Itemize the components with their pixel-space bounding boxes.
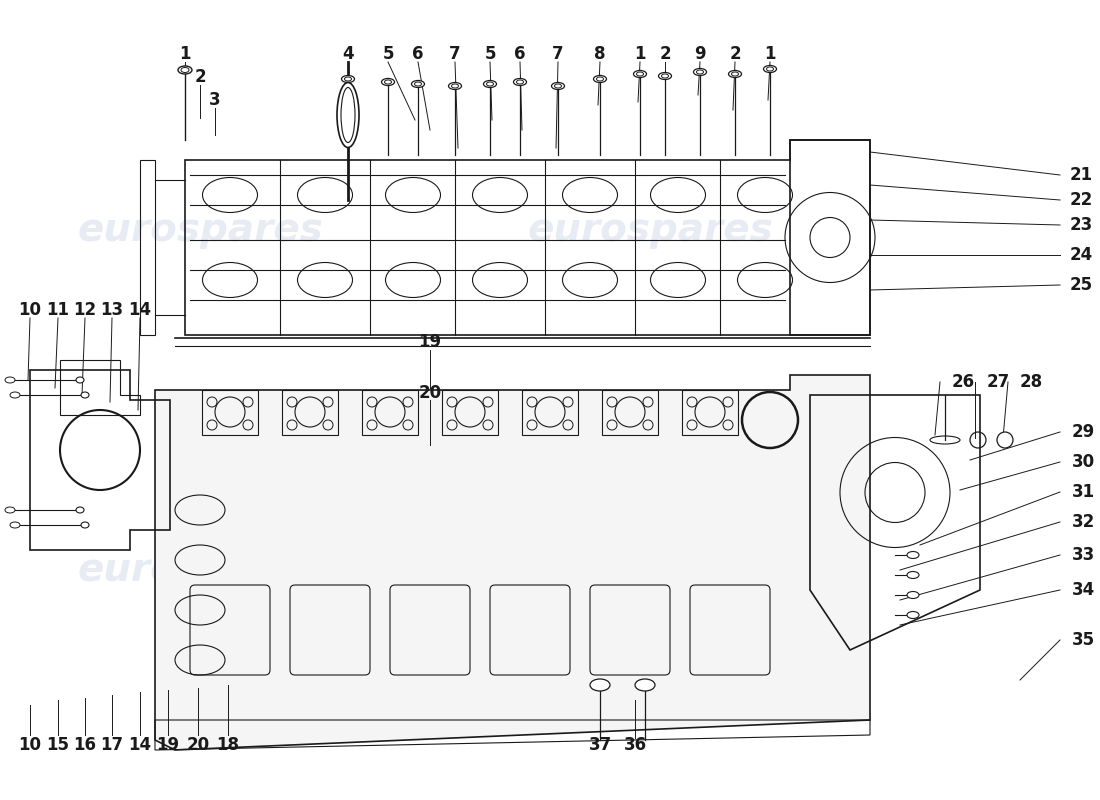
Text: 20: 20 — [186, 736, 210, 754]
Text: 1: 1 — [764, 45, 776, 63]
Text: 5: 5 — [383, 45, 394, 63]
Ellipse shape — [634, 70, 647, 78]
Ellipse shape — [590, 679, 610, 691]
Ellipse shape — [659, 73, 671, 79]
Ellipse shape — [411, 81, 425, 87]
Text: 29: 29 — [1072, 423, 1096, 441]
Text: 28: 28 — [1020, 373, 1043, 391]
Polygon shape — [155, 375, 870, 750]
Ellipse shape — [382, 78, 395, 86]
Text: 16: 16 — [74, 736, 97, 754]
Ellipse shape — [594, 75, 606, 82]
Text: eurospares: eurospares — [527, 551, 773, 589]
Text: 25: 25 — [1070, 276, 1093, 294]
Ellipse shape — [908, 611, 918, 618]
Text: 24: 24 — [1070, 246, 1093, 264]
Text: 13: 13 — [100, 301, 123, 319]
Ellipse shape — [514, 78, 527, 86]
Text: 21: 21 — [1070, 166, 1093, 184]
Ellipse shape — [635, 679, 654, 691]
Text: 35: 35 — [1072, 631, 1096, 649]
Text: 3: 3 — [209, 91, 221, 109]
Text: 6: 6 — [412, 45, 424, 63]
Text: 10: 10 — [19, 736, 42, 754]
Text: 14: 14 — [129, 301, 152, 319]
Ellipse shape — [908, 571, 918, 578]
Ellipse shape — [908, 551, 918, 558]
Ellipse shape — [341, 75, 354, 82]
Text: 19: 19 — [156, 736, 179, 754]
Ellipse shape — [484, 81, 496, 87]
Text: 20: 20 — [418, 384, 441, 402]
Text: eurospares: eurospares — [77, 551, 323, 589]
Ellipse shape — [551, 82, 564, 90]
Text: 12: 12 — [74, 301, 97, 319]
Ellipse shape — [449, 82, 462, 90]
Text: 6: 6 — [515, 45, 526, 63]
Text: 9: 9 — [694, 45, 706, 63]
Text: 1: 1 — [635, 45, 646, 63]
Text: 37: 37 — [588, 736, 612, 754]
Text: 17: 17 — [100, 736, 123, 754]
Text: 2: 2 — [195, 68, 206, 86]
Text: 36: 36 — [624, 736, 647, 754]
Text: 31: 31 — [1072, 483, 1096, 501]
Text: 4: 4 — [342, 45, 354, 63]
Ellipse shape — [76, 377, 84, 383]
Text: 7: 7 — [552, 45, 564, 63]
Text: 27: 27 — [987, 373, 1010, 391]
Ellipse shape — [81, 392, 89, 398]
Text: 23: 23 — [1070, 216, 1093, 234]
Text: 14: 14 — [129, 736, 152, 754]
Text: 33: 33 — [1072, 546, 1096, 564]
Ellipse shape — [337, 82, 359, 147]
Text: 15: 15 — [46, 736, 69, 754]
Text: 11: 11 — [46, 301, 69, 319]
Text: 19: 19 — [418, 333, 441, 351]
Ellipse shape — [76, 507, 84, 513]
Ellipse shape — [178, 66, 192, 74]
Text: 2: 2 — [729, 45, 740, 63]
Text: 22: 22 — [1070, 191, 1093, 209]
Text: eurospares: eurospares — [527, 211, 773, 249]
Text: 30: 30 — [1072, 453, 1096, 471]
Text: 7: 7 — [449, 45, 461, 63]
Ellipse shape — [763, 66, 777, 73]
Ellipse shape — [81, 522, 89, 528]
Text: 2: 2 — [659, 45, 671, 63]
Ellipse shape — [728, 70, 741, 78]
Text: 26: 26 — [952, 373, 975, 391]
Text: 34: 34 — [1072, 581, 1096, 599]
Text: 8: 8 — [594, 45, 606, 63]
Text: 10: 10 — [19, 301, 42, 319]
Ellipse shape — [693, 69, 706, 75]
Ellipse shape — [908, 591, 918, 598]
Text: eurospares: eurospares — [77, 211, 323, 249]
Text: 1: 1 — [179, 45, 190, 63]
Circle shape — [997, 432, 1013, 448]
Text: 5: 5 — [484, 45, 496, 63]
Text: 18: 18 — [217, 736, 240, 754]
Text: 32: 32 — [1072, 513, 1096, 531]
